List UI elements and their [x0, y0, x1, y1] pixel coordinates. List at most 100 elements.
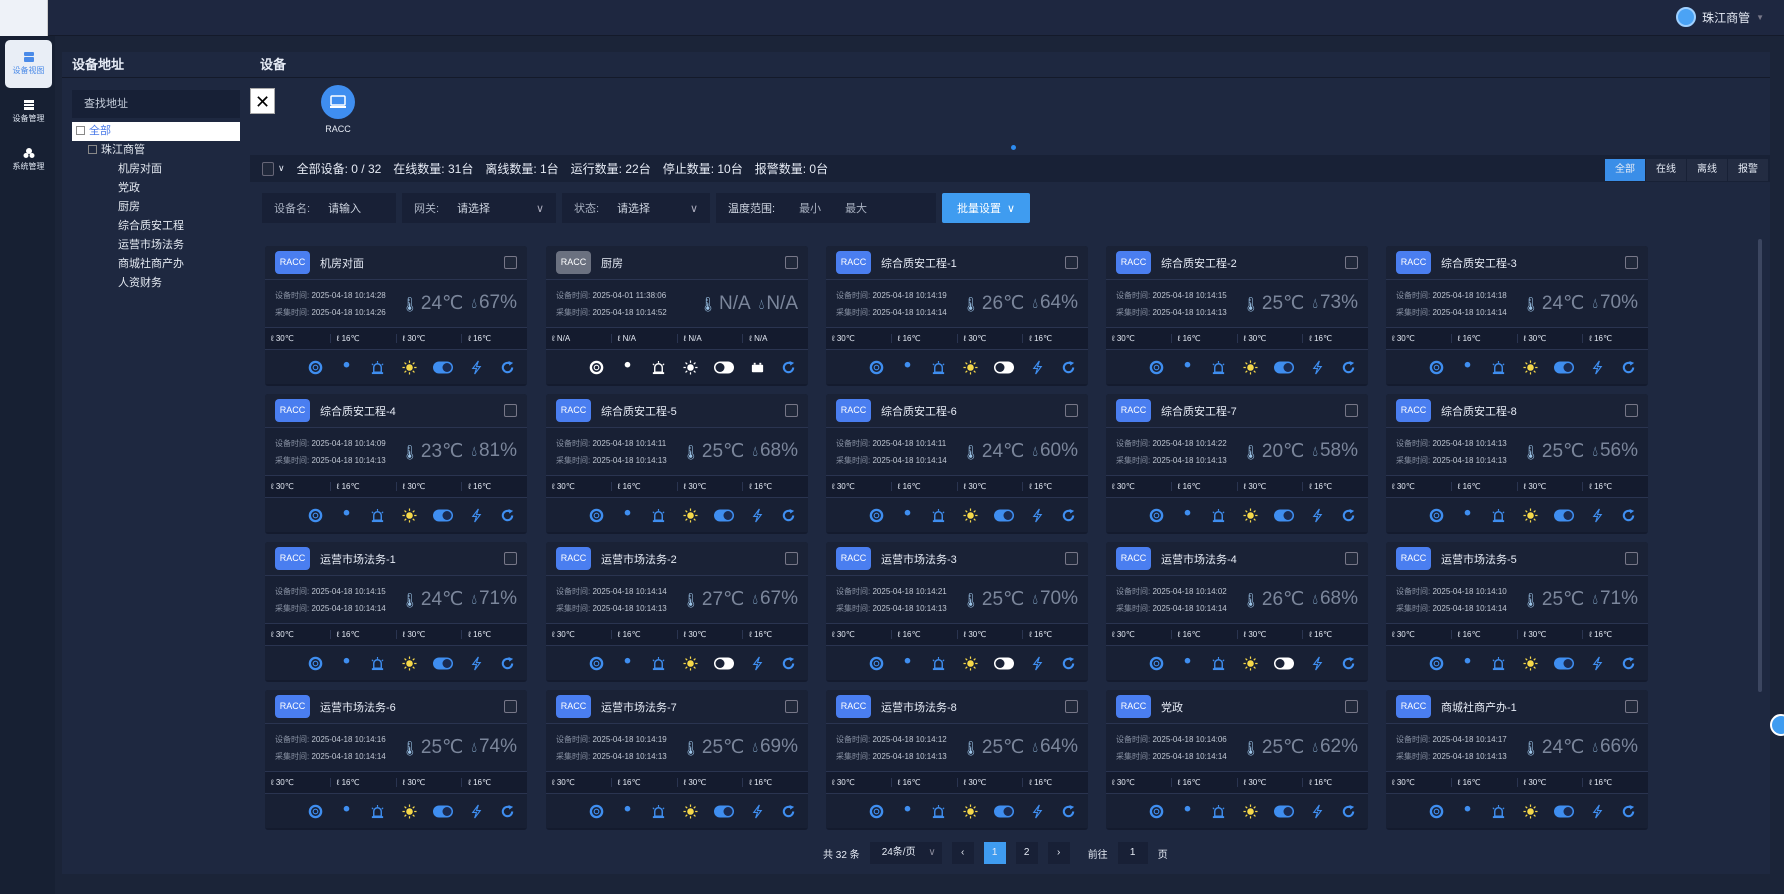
alarm-icon[interactable]	[931, 508, 946, 523]
card-checkbox[interactable]	[1625, 404, 1638, 417]
fan-icon[interactable]	[1398, 804, 1413, 819]
card-checkbox[interactable]	[1625, 700, 1638, 713]
card-checkbox[interactable]	[1625, 552, 1638, 565]
sun-icon[interactable]	[683, 655, 698, 671]
power-toggle[interactable]	[993, 360, 1014, 375]
card-checkbox[interactable]	[1345, 404, 1358, 417]
refresh-icon[interactable]	[1621, 360, 1636, 375]
fan-icon[interactable]	[838, 360, 853, 375]
card-checkbox[interactable]	[785, 256, 798, 269]
refresh-icon[interactable]	[1061, 508, 1076, 523]
person-icon[interactable]	[900, 656, 915, 671]
power-toggle[interactable]	[1273, 508, 1294, 523]
lightning-icon[interactable]	[1030, 508, 1045, 523]
person-icon[interactable]	[1180, 804, 1195, 819]
mode-icon[interactable]	[589, 804, 604, 819]
sun-icon[interactable]	[683, 359, 698, 375]
tab-offline[interactable]: 离线	[1687, 159, 1727, 181]
mode-icon[interactable]	[1149, 360, 1164, 375]
card-checkbox[interactable]	[1345, 552, 1358, 565]
tab-online[interactable]: 在线	[1646, 159, 1686, 181]
person-icon[interactable]	[900, 508, 915, 523]
person-icon[interactable]	[1460, 656, 1475, 671]
person-icon[interactable]	[900, 804, 915, 819]
mode-icon[interactable]	[589, 508, 604, 523]
fan-icon[interactable]	[1118, 804, 1133, 819]
tree-node[interactable]: 厨房	[118, 201, 140, 213]
fan-icon[interactable]	[558, 360, 573, 375]
page-2[interactable]: 2	[1015, 842, 1038, 864]
alarm-icon[interactable]	[651, 360, 666, 375]
goto-page-input[interactable]: 1	[1117, 842, 1148, 864]
person-icon[interactable]	[620, 656, 635, 671]
device-card[interactable]: RACC 综合质安工程-3 设备时间: 2025-04-18 10:14:18 …	[1386, 246, 1648, 386]
person-icon[interactable]	[1180, 360, 1195, 375]
tree-node-group[interactable]: 珠江商管	[72, 141, 240, 160]
mode-icon[interactable]	[308, 656, 323, 671]
lightning-icon[interactable]	[1590, 656, 1605, 671]
mode-icon[interactable]	[869, 804, 884, 819]
refresh-icon[interactable]	[781, 804, 796, 819]
power-toggle[interactable]	[1273, 656, 1294, 671]
fan-icon[interactable]	[277, 804, 292, 819]
sun-icon[interactable]	[402, 655, 417, 671]
next-page-button[interactable]: ›	[1047, 842, 1070, 864]
refresh-icon[interactable]	[500, 360, 515, 375]
refresh-icon[interactable]	[781, 508, 796, 523]
device-card[interactable]: RACC 综合质安工程-5 设备时间: 2025-04-18 10:14:11 …	[546, 394, 808, 534]
refresh-icon[interactable]	[500, 804, 515, 819]
fan-icon[interactable]	[838, 804, 853, 819]
sun-icon[interactable]	[402, 507, 417, 523]
mode-icon[interactable]	[1429, 656, 1444, 671]
mode-icon[interactable]	[1149, 656, 1164, 671]
lightning-icon[interactable]	[1310, 508, 1325, 523]
refresh-icon[interactable]	[1621, 804, 1636, 819]
mode-icon[interactable]	[869, 656, 884, 671]
refresh-icon[interactable]	[1061, 360, 1076, 375]
sun-icon[interactable]	[1243, 803, 1258, 819]
person-icon[interactable]	[620, 360, 635, 375]
card-checkbox[interactable]	[504, 256, 517, 269]
device-card[interactable]: RACC 运营市场法务-4 设备时间: 2025-04-18 10:14:02 …	[1106, 542, 1368, 682]
alarm-icon[interactable]	[1491, 656, 1506, 671]
refresh-icon[interactable]	[1341, 656, 1356, 671]
alarm-icon[interactable]	[370, 656, 385, 671]
address-search-input[interactable]: 查找地址	[72, 90, 240, 118]
mode-icon[interactable]	[1429, 804, 1444, 819]
fan-icon[interactable]	[277, 360, 292, 375]
side-expand-button[interactable]	[1770, 714, 1784, 736]
power-toggle[interactable]	[993, 656, 1014, 671]
person-icon[interactable]	[1180, 656, 1195, 671]
alarm-icon[interactable]	[1491, 804, 1506, 819]
card-checkbox[interactable]	[1065, 256, 1078, 269]
card-checkbox[interactable]	[504, 552, 517, 565]
mode-icon[interactable]	[589, 360, 604, 375]
sun-icon[interactable]	[963, 655, 978, 671]
mode-icon[interactable]	[308, 508, 323, 523]
carousel-dot[interactable]	[1011, 145, 1016, 150]
card-checkbox[interactable]	[504, 404, 517, 417]
alarm-icon[interactable]	[370, 360, 385, 375]
device-card[interactable]: RACC 运营市场法务-6 设备时间: 2025-04-18 10:14:16 …	[265, 690, 527, 830]
alarm-icon[interactable]	[370, 804, 385, 819]
refresh-icon[interactable]	[500, 656, 515, 671]
card-checkbox[interactable]	[1065, 700, 1078, 713]
card-checkbox[interactable]	[504, 700, 517, 713]
sun-icon[interactable]	[1523, 507, 1538, 523]
sun-icon[interactable]	[1523, 803, 1538, 819]
gateway-select[interactable]: 网关: 请选择 ∨	[402, 193, 556, 223]
device-card[interactable]: RACC 运营市场法务-5 设备时间: 2025-04-18 10:14:10 …	[1386, 542, 1648, 682]
alarm-icon[interactable]	[1211, 804, 1226, 819]
device-card[interactable]: RACC 综合质安工程-7 设备时间: 2025-04-18 10:14:22 …	[1106, 394, 1368, 534]
power-toggle[interactable]	[713, 508, 734, 523]
sun-icon[interactable]	[683, 803, 698, 819]
fan-icon[interactable]	[277, 508, 292, 523]
page-1[interactable]: 1	[983, 842, 1006, 864]
card-checkbox[interactable]	[1065, 552, 1078, 565]
card-checkbox[interactable]	[785, 700, 798, 713]
refresh-icon[interactable]	[1341, 804, 1356, 819]
device-card[interactable]: RACC 综合质安工程-8 设备时间: 2025-04-18 10:14:13 …	[1386, 394, 1648, 534]
mode-icon[interactable]	[1429, 508, 1444, 523]
card-checkbox[interactable]	[1345, 256, 1358, 269]
device-card[interactable]: RACC 运营市场法务-3 设备时间: 2025-04-18 10:14:21 …	[826, 542, 1088, 682]
